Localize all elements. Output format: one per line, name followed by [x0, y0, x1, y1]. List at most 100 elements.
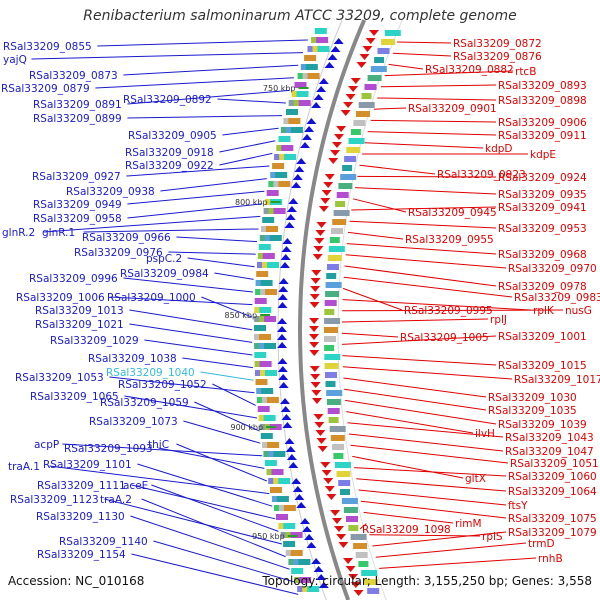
reverse-gene-arrow — [309, 350, 320, 356]
inner-guide-arc — [277, 19, 343, 600]
right-leader-line — [342, 366, 513, 380]
left-gene-label: RSal33209_0984 — [120, 268, 209, 280]
left-leader-line — [129, 309, 253, 331]
left-leader-line — [124, 395, 258, 419]
left-gene-label: RSal33209_1073 — [89, 416, 178, 428]
reverse-gene-arrow — [369, 30, 379, 36]
feature-block-inner — [269, 235, 282, 241]
feature-block-outer — [358, 102, 375, 108]
feature-block-inner — [264, 460, 277, 466]
left-gene-label: RSal33209_1059 — [100, 397, 189, 409]
feature-block-inner — [286, 109, 298, 115]
feature-block-inner — [314, 28, 327, 34]
right-gene-label: RSal33209_1060 — [508, 471, 597, 483]
left-gene-label: thiC — [148, 439, 169, 451]
right-gene-label: RSal33209_0898 — [498, 95, 587, 107]
feature-block-inner — [272, 163, 285, 169]
right-gene-label: rnhB — [538, 553, 563, 565]
right-gene-label: RSal33209_0995 — [404, 305, 493, 317]
feature-block-outer — [325, 381, 336, 387]
right-leader-line — [352, 198, 407, 213]
forward-gene-arrow — [281, 414, 292, 420]
forward-gene-arrow — [318, 78, 329, 84]
right-leader-line — [369, 534, 481, 537]
forward-gene-arrow — [277, 358, 288, 364]
feature-block-inner — [256, 271, 269, 277]
forward-gene-arrow — [313, 94, 324, 100]
right-leader-line — [348, 231, 404, 240]
right-gene-label: RSal33209_0970 — [508, 263, 597, 275]
right-leader-line — [384, 70, 514, 77]
forward-gene-arrow — [311, 558, 322, 564]
right-gene-label: rimM — [455, 518, 482, 530]
feature-block-inner — [266, 190, 279, 196]
forward-gene-arrow — [280, 406, 291, 412]
feature-block-outer — [336, 471, 351, 477]
feature-block-inner — [273, 451, 286, 457]
reverse-gene-arrow — [336, 126, 347, 132]
feature-block-inner — [276, 514, 288, 520]
feature-block-outer — [346, 147, 361, 153]
feature-block-outer — [324, 300, 337, 306]
left-gene-label: RSal33209_0976 — [74, 247, 163, 259]
feature-block-inner — [267, 442, 280, 448]
reverse-gene-arrow — [315, 430, 326, 436]
feature-block-outer — [348, 525, 359, 531]
left-leader-line — [168, 251, 256, 255]
left-gene-label: RSal33209_1013 — [35, 305, 124, 317]
feature-block-inner — [263, 415, 276, 421]
left-leader-line — [126, 165, 270, 177]
right-leader-line — [355, 187, 497, 195]
left-leader-line — [194, 401, 259, 432]
reverse-gene-arrow — [310, 286, 321, 292]
left-gene-label: RSal33209_1130 — [36, 511, 125, 523]
right-leader-line — [379, 557, 537, 569]
feature-block-inner — [298, 559, 311, 565]
right-gene-label: trmD — [528, 538, 555, 550]
right-leader-line — [352, 455, 464, 479]
forward-gene-arrow — [278, 278, 289, 284]
right-leader-line — [349, 220, 497, 229]
forward-gene-arrow — [291, 182, 302, 188]
feature-block-inner — [259, 361, 272, 367]
reverse-gene-arrow — [328, 158, 339, 164]
right-leader-line — [345, 399, 497, 425]
reverse-gene-arrow — [317, 446, 328, 452]
forward-gene-arrow — [286, 454, 297, 460]
feature-block-inner — [304, 55, 317, 61]
left-gene-label: RSal33209_1065 — [30, 391, 119, 403]
right-gene-label: RSal33209_1064 — [508, 486, 597, 498]
reverse-gene-arrow — [332, 518, 342, 524]
reverse-gene-arrow — [309, 302, 320, 308]
right-leader-line — [342, 309, 564, 312]
left-gene-label: RSal33209_0966 — [82, 232, 171, 244]
forward-gene-arrow — [277, 366, 288, 372]
left-leader-line — [129, 323, 253, 343]
left-leader-line — [127, 115, 283, 119]
feature-block-outer — [364, 84, 377, 90]
right-gene-label: RSal33209_0872 — [453, 38, 542, 50]
forward-gene-arrow — [282, 238, 293, 244]
reverse-gene-arrow — [343, 102, 354, 108]
feature-block-inner — [284, 154, 297, 160]
forward-gene-arrow — [330, 46, 341, 52]
reverse-gene-arrow — [324, 486, 335, 492]
left-leader-line — [109, 376, 255, 394]
right-leader-line — [397, 41, 452, 44]
reverse-gene-arrow — [311, 390, 322, 396]
feature-block-inner — [264, 343, 277, 349]
left-gene-label: RSal33209_0855 — [3, 41, 92, 53]
feature-block-outer — [367, 588, 380, 594]
right-gene-label: RSal33209_0978 — [498, 281, 587, 293]
feature-block-inner — [260, 433, 273, 439]
right-gene-label: RSal33209_0911 — [498, 130, 587, 142]
feature-block-outer — [342, 165, 353, 171]
forward-gene-arrow — [277, 318, 288, 324]
feature-block-inner — [290, 550, 303, 556]
right-leader-line — [370, 119, 497, 123]
feature-block-inner — [257, 406, 270, 412]
forward-gene-arrow — [285, 214, 296, 220]
right-leader-line — [359, 523, 367, 530]
left-leader-line — [123, 277, 253, 293]
feature-block-outer — [325, 372, 337, 378]
